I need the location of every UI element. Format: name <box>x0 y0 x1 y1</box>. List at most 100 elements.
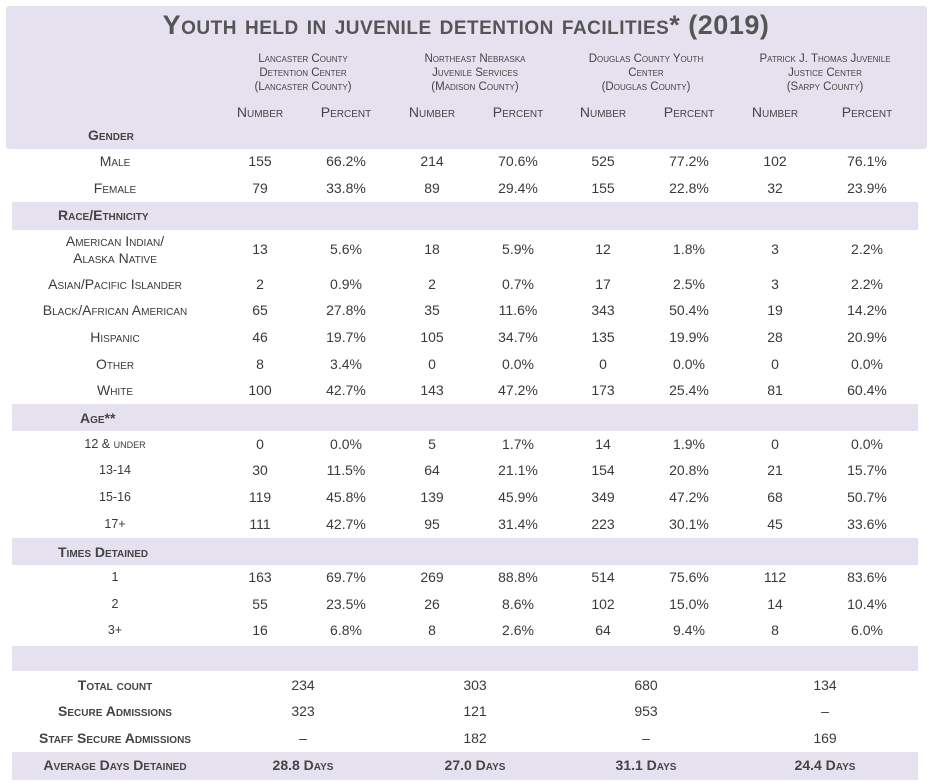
table-cell: 19 <box>767 302 783 318</box>
table-cell: 32 <box>767 180 783 196</box>
table-cell: 47.2% <box>498 382 538 398</box>
section-heading: Times Detained <box>58 544 149 560</box>
table-cell: 20.8% <box>669 462 709 478</box>
table-cell: 66.2% <box>326 153 366 169</box>
page-title: Youth held in juvenile detention facilit… <box>162 10 770 40</box>
table-cell: 65 <box>252 302 268 318</box>
table-cell: 45.8% <box>326 489 366 505</box>
table-cell: 269 <box>420 569 444 585</box>
totals-value: – <box>642 730 650 746</box>
section-band <box>12 202 918 230</box>
facility-name-line: Patrick J. Thomas Juvenile <box>759 53 891 65</box>
table-cell: 19.7% <box>326 329 366 345</box>
table-cell: 89 <box>424 180 440 196</box>
table-cell: 21 <box>767 462 783 478</box>
column-header-percent: Percent <box>663 104 715 120</box>
section-band <box>12 538 918 565</box>
row-label: 12 & under <box>84 437 146 451</box>
table-cell: 45 <box>767 516 783 532</box>
row-label: American Indian/ Alaska Native <box>65 233 165 266</box>
section-heading: Race/Ethnicity <box>58 207 149 223</box>
totals-value: 121 <box>463 703 487 719</box>
table-cell: 11.5% <box>326 462 366 478</box>
row-label: 1 <box>111 570 119 584</box>
table-cell: 155 <box>591 180 615 196</box>
table-cell: 349 <box>591 489 615 505</box>
table-cell: 8 <box>256 356 264 372</box>
table-cell: 135 <box>591 329 615 345</box>
table-cell: 8 <box>428 622 436 638</box>
totals-value: 28.8 Days <box>272 757 334 773</box>
row-label: Black/African American <box>42 302 188 318</box>
table-cell: 69.7% <box>326 569 366 585</box>
table-cell: 21.1% <box>498 462 538 478</box>
table-cell: 5.9% <box>502 241 534 257</box>
table-cell: 0.9% <box>330 276 362 292</box>
table-cell: 0.7% <box>502 276 534 292</box>
table-cell: 1.8% <box>673 241 705 257</box>
table-cell: 8.6% <box>502 596 534 612</box>
table-cell: 2.2% <box>851 241 883 257</box>
totals-value: – <box>299 730 307 746</box>
totals-label: Staff Secure Admissions <box>39 730 191 746</box>
table-cell: 23.9% <box>847 180 887 196</box>
facility-header: Patrick J. Thomas Juvenile Justice Center… <box>739 52 911 94</box>
table-cell: 29.4% <box>498 180 538 196</box>
row-label: 2 <box>111 597 119 611</box>
table-cell: 14.2% <box>847 302 887 318</box>
facility-name-line: Northeast Nebraska <box>424 53 526 65</box>
column-header-percent: Percent <box>492 104 544 120</box>
facility-header: Northeast Nebraska Juvenile Services (Madi… <box>389 52 561 94</box>
totals-value: 169 <box>813 730 837 746</box>
column-header-number: Number <box>751 104 799 120</box>
table-cell: 163 <box>248 569 272 585</box>
table-cell: 143 <box>420 382 444 398</box>
row-label: Male <box>99 153 131 169</box>
table-cell: 45.9% <box>498 489 538 505</box>
table-cell: 154 <box>591 462 615 478</box>
table-cell: 0 <box>428 356 436 372</box>
table-cell: 0.0% <box>330 436 362 452</box>
table-cell: 9.4% <box>673 622 705 638</box>
facility-header: Lancaster County Detention Center (Lancast… <box>217 52 389 94</box>
table-cell: 70.6% <box>498 153 538 169</box>
facility-name-line: Justice Center <box>788 67 862 79</box>
table-cell: 14 <box>595 436 611 452</box>
table-cell: 343 <box>591 302 615 318</box>
table-cell: 83.6% <box>847 569 887 585</box>
table-cell: 46 <box>252 329 268 345</box>
table-cell: 95 <box>424 516 440 532</box>
column-header-number: Number <box>236 104 284 120</box>
table-cell: 214 <box>420 153 444 169</box>
table-cell: 2 <box>428 276 436 292</box>
table-cell: 2.2% <box>851 276 883 292</box>
table-cell: 0.0% <box>851 436 883 452</box>
totals-value: 31.1 Days <box>615 757 677 773</box>
section-heading: Age** <box>80 410 116 426</box>
table-cell: 155 <box>248 153 272 169</box>
table-cell: 6.8% <box>330 622 362 638</box>
table-cell: 11.6% <box>498 302 538 318</box>
table-cell: 3 <box>771 241 779 257</box>
table-cell: 17 <box>595 276 611 292</box>
table-cell: 34.7% <box>498 329 538 345</box>
row-label: Female <box>93 180 137 196</box>
totals-value: 24.4 Days <box>794 757 856 773</box>
table-cell: 6.0% <box>851 622 883 638</box>
table-cell: 2 <box>256 276 264 292</box>
table-cell: 18 <box>424 241 440 257</box>
column-header-percent: Percent <box>841 104 893 120</box>
table-cell: 0.0% <box>851 356 883 372</box>
facility-name-line: Detention Center <box>259 67 347 79</box>
table-cell: 2.5% <box>673 276 705 292</box>
table-cell: 3 <box>771 276 779 292</box>
table-cell: 19.9% <box>669 329 709 345</box>
totals-label: Total count <box>77 677 153 693</box>
table-cell: 79 <box>252 180 268 196</box>
table-cell: 75.6% <box>669 569 709 585</box>
row-label: 15-16 <box>99 490 131 504</box>
table-cell: 88.8% <box>498 569 538 585</box>
table-cell: 0.0% <box>673 356 705 372</box>
table-cell: 35 <box>424 302 440 318</box>
table-cell: 28 <box>767 329 783 345</box>
